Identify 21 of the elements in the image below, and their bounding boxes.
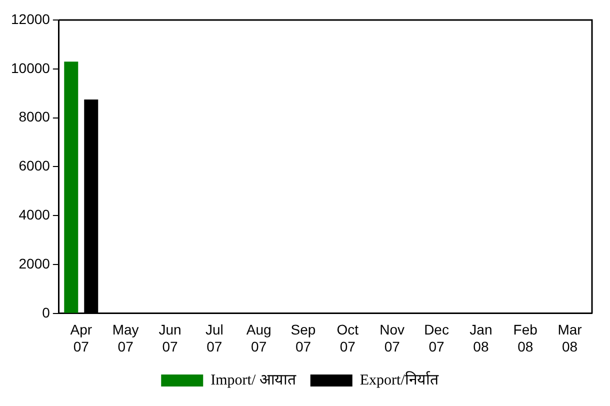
x-tick-label: Jun 07 [158, 322, 182, 354]
x-tick-label: Feb 08 [513, 322, 538, 354]
y-tick-label: 4000 [18, 206, 50, 222]
y-tick-label: 0 [42, 304, 50, 320]
y-tick-label: 8000 [18, 108, 50, 125]
y-tick-label: 6000 [18, 158, 50, 174]
x-tick-label: Oct 07 [336, 322, 359, 354]
x-tick-label: Jul 07 [205, 322, 224, 354]
x-tick-label: Nov 07 [380, 322, 405, 354]
y-tick-label: 2000 [18, 255, 50, 272]
x-tick-label: Aug 07 [246, 322, 272, 354]
x-tick-label: Apr 07 [70, 322, 92, 354]
x-tick-label: Mar 08 [558, 322, 582, 354]
y-tick-label: 12000 [10, 10, 50, 27]
legend-label: Import/ आयात [210, 372, 296, 388]
legend-label: Export/निर्यात [360, 370, 439, 388]
y-tick-label: 10000 [10, 60, 50, 76]
x-tick-label: Jan 08 [470, 322, 492, 354]
x-tick-label: Sep 07 [290, 322, 316, 354]
x-tick-label: Dec 07 [424, 322, 449, 354]
x-tick-label: May 07 [112, 322, 139, 354]
